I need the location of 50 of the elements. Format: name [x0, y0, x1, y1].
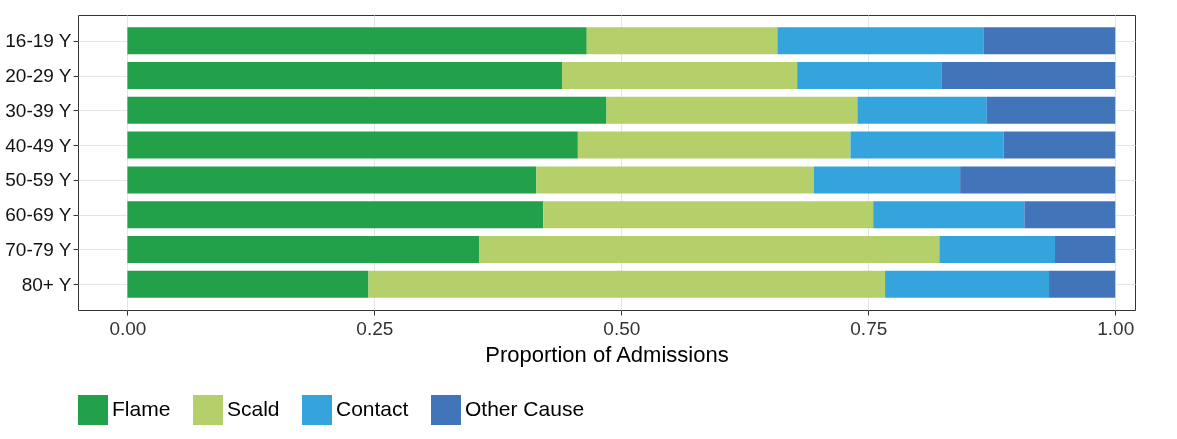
bar: [127, 131, 578, 159]
bar: [1024, 201, 1116, 229]
bar: [983, 27, 1116, 55]
x-tick-label: 0.75: [850, 317, 888, 339]
y-tick-label: 16-19 Y: [5, 30, 72, 52]
bar: [479, 235, 940, 263]
bar: [127, 96, 607, 124]
bar: [1003, 131, 1116, 159]
bar: [368, 270, 886, 298]
bar: [127, 27, 587, 55]
bar: [127, 166, 537, 194]
bar: [986, 96, 1116, 124]
bar: [127, 270, 369, 298]
legend-label: Scald: [227, 397, 280, 420]
y-tick-label: 30-39 Y: [5, 99, 72, 121]
bar: [960, 166, 1116, 194]
bar: [586, 27, 778, 55]
legend-label: Other Cause: [465, 397, 585, 420]
y-tick-label: 70-79 Y: [5, 238, 72, 260]
bar: [873, 201, 1025, 229]
legend-label: Flame: [112, 397, 171, 420]
bar: [536, 166, 814, 194]
y-tick-label: 20-29 Y: [5, 65, 72, 87]
bar: [857, 96, 987, 124]
bar: [127, 201, 544, 229]
legend-label: Contact: [336, 397, 409, 420]
x-tick-label: 0.50: [603, 317, 641, 339]
x-axis-title: Proportion of Admissions: [485, 341, 729, 367]
x-tick-label: 1.00: [1097, 317, 1135, 339]
y-tick-label: 60-69 Y: [5, 204, 72, 226]
bar: [941, 62, 1116, 90]
bar: [939, 235, 1055, 263]
y-tick-label: 40-49 Y: [5, 134, 72, 156]
bar: [606, 96, 858, 124]
bar: [885, 270, 1050, 298]
bar: [797, 62, 942, 90]
bar: [777, 27, 984, 55]
x-tick-label: 0.25: [356, 317, 394, 339]
y-tick-label: 50-59 Y: [5, 169, 72, 191]
y-tick-label: 80+ Y: [21, 273, 72, 295]
bar: [127, 62, 563, 90]
bar: [1054, 235, 1116, 263]
x-tick-label: 0.00: [109, 317, 147, 339]
bar: [850, 131, 1004, 159]
bar: [813, 166, 961, 194]
bar: [543, 201, 874, 229]
bar: [127, 235, 480, 263]
bar: [1049, 270, 1116, 298]
bar: [562, 62, 798, 90]
bar: [577, 131, 851, 159]
